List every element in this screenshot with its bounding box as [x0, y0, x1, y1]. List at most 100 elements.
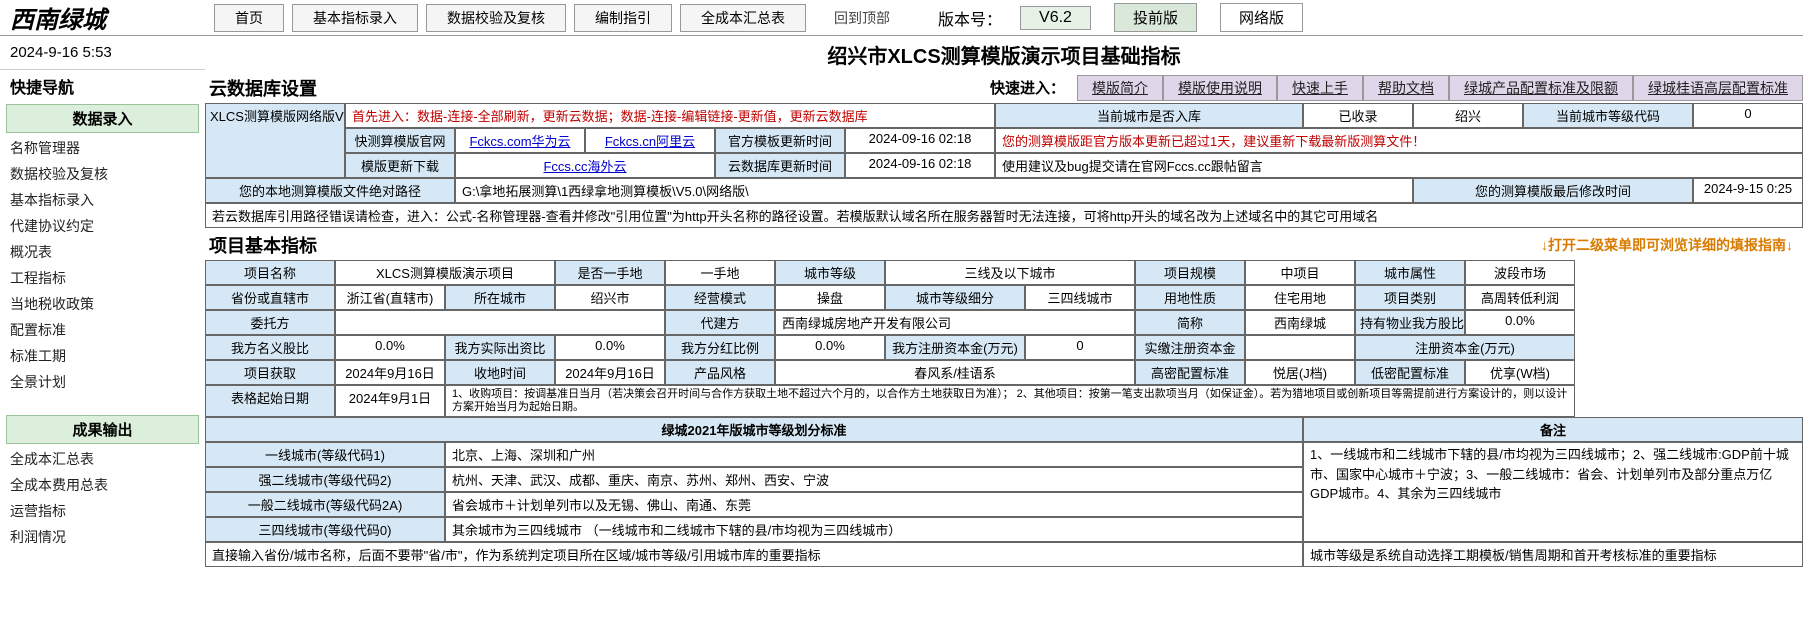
content-area: 绍兴市XLCS测算模版演示项目基础指标 云数据库设置 快速进入： 模版简介 模版…	[205, 36, 1803, 567]
value[interactable]: 三四线城市	[1025, 285, 1135, 310]
sidebar-nav-head: 快捷导航	[0, 70, 205, 102]
sidebar-item[interactable]: 名称管理器	[0, 135, 205, 161]
cloud-section-head: 云数据库设置	[205, 73, 321, 103]
value[interactable]: 0.0%	[555, 335, 665, 360]
nav-basic-input[interactable]: 基本指标录入	[292, 4, 418, 32]
sidebar-item[interactable]: 标准工期	[0, 343, 205, 369]
link[interactable]: Fckcs.cn阿里云	[585, 128, 715, 153]
value[interactable]: 悦居(J档)	[1245, 360, 1355, 385]
value[interactable]: 波段市场	[1465, 260, 1575, 285]
city-note1: 直接输入省份/城市名称，后面不要带"省/市"，作为系统判定项目所在区域/城市等级…	[205, 542, 1303, 567]
city-list: 其余城市为三四线城市 （一线城市和二线城市下辖的县/市均视为三四线城市）	[445, 517, 1303, 542]
value[interactable]: 春风系/桂语系	[775, 360, 1135, 385]
tab-pre-invest[interactable]: 投前版	[1114, 3, 1197, 32]
value[interactable]: 2024年9月16日	[555, 360, 665, 385]
value[interactable]: 0.0%	[1465, 310, 1575, 335]
value[interactable]: 0.0%	[335, 335, 445, 360]
link[interactable]: Fccs.cc海外云	[455, 153, 715, 178]
version-value: V6.2	[1020, 6, 1091, 30]
label: 代建方	[665, 310, 775, 335]
warn-text: 您的测算模版距官方版本更新已超过1天，建议重新下载最新版测算文件！	[995, 128, 1803, 153]
quick-link[interactable]: 快速上手	[1277, 75, 1363, 101]
logo: 西南绿城	[10, 0, 106, 35]
label: 您的测算模版最后修改时间	[1413, 178, 1693, 203]
label: 当前城市等级代码	[1523, 103, 1693, 128]
value[interactable]: 住宅用地	[1245, 285, 1355, 310]
value[interactable]: 中项目	[1245, 260, 1355, 285]
page-title: 绍兴市XLCS测算模版演示项目基础指标	[205, 36, 1803, 73]
value[interactable]: 浙江省(直辖市)	[335, 285, 445, 310]
label: 城市属性	[1355, 260, 1465, 285]
cloud-tip: 若云数据库引用路径错误请检查，进入：公式-名称管理器-查看并修改"引用位置"为h…	[205, 203, 1803, 228]
label: 注册资本金(万元)	[1355, 335, 1575, 360]
value: 2024-09-16 02:18	[845, 128, 995, 153]
sidebar-item[interactable]: 配置标准	[0, 317, 205, 343]
value[interactable]: 一手地	[665, 260, 775, 285]
quick-enter-label: 快速进入：	[978, 75, 1077, 101]
link[interactable]: Fckcs.com华为云	[455, 128, 585, 153]
cloud-first-enter: 首先进入：数据-连接-全部刷新，更新云数据；数据-连接-编辑链接-更新值，更新云…	[345, 103, 995, 128]
tab-network[interactable]: 网络版	[1220, 3, 1303, 32]
sidebar-item[interactable]: 当地税收政策	[0, 291, 205, 317]
value: 2024-9-15 0:25	[1693, 178, 1803, 203]
city-tier: 一线城市(等级代码1)	[205, 442, 445, 467]
value[interactable]: 操盘	[775, 285, 885, 310]
value[interactable]: 优享(W档)	[1465, 360, 1575, 385]
sidebar-item[interactable]: 全成本费用总表	[0, 472, 205, 498]
sidebar-item[interactable]: 全成本汇总表	[0, 446, 205, 472]
value: 2024-09-16 02:18	[845, 153, 995, 178]
label: 项目获取	[205, 360, 335, 385]
sidebar-section-input: 数据录入	[6, 104, 199, 133]
value[interactable]: 高周转低利润	[1465, 285, 1575, 310]
label: 我方名义股比	[205, 335, 335, 360]
sidebar-time: 2024-9-16 5:53	[0, 36, 205, 70]
label: 城市等级细分	[885, 285, 1025, 310]
sidebar-item[interactable]: 数据校验及复核	[0, 161, 205, 187]
label: 我方注册资本金(万元)	[885, 335, 1025, 360]
sidebar-item[interactable]: 代建协议约定	[0, 213, 205, 239]
label: 经营模式	[665, 285, 775, 310]
label: 您的本地测算模版文件绝对路径	[205, 178, 455, 203]
path-value: G:\拿地拓展测算\1西绿拿地测算模板\V5.0\网络版\	[455, 178, 1413, 203]
sidebar-item[interactable]: 概况表	[0, 239, 205, 265]
value[interactable]	[1245, 335, 1355, 360]
nav-home[interactable]: 首页	[214, 4, 284, 32]
sidebar-item[interactable]: 工程指标	[0, 265, 205, 291]
value[interactable]: XLCS测算模版演示项目	[335, 260, 555, 285]
city-list: 北京、上海、深圳和广州	[445, 442, 1303, 467]
cloud-grid: XLCS测算模版网络版V6.2更新下载 首先进入：数据-连接-全部刷新，更新云数…	[205, 103, 1803, 228]
quick-link[interactable]: 绿城产品配置标准及限额	[1449, 75, 1633, 101]
nav-guide[interactable]: 编制指引	[574, 4, 672, 32]
value[interactable]: 2024年9月16日	[335, 360, 445, 385]
city-std-head: 绿城2021年版城市等级划分标准	[205, 417, 1303, 442]
value[interactable]: 0.0%	[775, 335, 885, 360]
value[interactable]	[335, 310, 665, 335]
city-tier: 三四线城市(等级代码0)	[205, 517, 445, 542]
label: 项目名称	[205, 260, 335, 285]
back-to-top-link[interactable]: 回到顶部	[834, 8, 890, 28]
value[interactable]: 西南绿城	[1245, 310, 1355, 335]
quick-link[interactable]: 模版使用说明	[1163, 75, 1277, 101]
top-bar: 西南绿城 首页 基本指标录入 数据校验及复核 编制指引 全成本汇总表 回到顶部 …	[0, 0, 1803, 36]
quick-link[interactable]: 帮助文档	[1363, 75, 1449, 101]
value[interactable]: 绍兴市	[555, 285, 665, 310]
label: 当前城市是否入库	[995, 103, 1303, 128]
sidebar-item[interactable]: 基本指标录入	[0, 187, 205, 213]
nav-cost-summary[interactable]: 全成本汇总表	[680, 4, 806, 32]
quick-link[interactable]: 模版简介	[1077, 75, 1163, 101]
sidebar-item[interactable]: 利润情况	[0, 524, 205, 550]
sidebar: 2024-9-16 5:53 快捷导航 数据录入 名称管理器 数据校验及复核 基…	[0, 36, 205, 567]
nav-data-check[interactable]: 数据校验及复核	[426, 4, 566, 32]
value[interactable]: 0	[1025, 335, 1135, 360]
value[interactable]: 三线及以下城市	[885, 260, 1135, 285]
label: 收地时间	[445, 360, 555, 385]
sidebar-item[interactable]: 运营指标	[0, 498, 205, 524]
value[interactable]: 2024年9月1日	[335, 385, 445, 417]
note-text: 使用建议及bug提交请在官网Fccs.cc跟帖留言	[995, 153, 1803, 178]
sidebar-item[interactable]: 全景计划	[0, 369, 205, 395]
label: 持有物业我方股比	[1355, 310, 1465, 335]
label: 云数据库更新时间	[715, 153, 845, 178]
quick-link[interactable]: 绿城桂语高层配置标准	[1633, 75, 1803, 101]
value[interactable]: 西南绿城房地产开发有限公司	[775, 310, 1135, 335]
label: 表格起始日期	[205, 385, 335, 417]
